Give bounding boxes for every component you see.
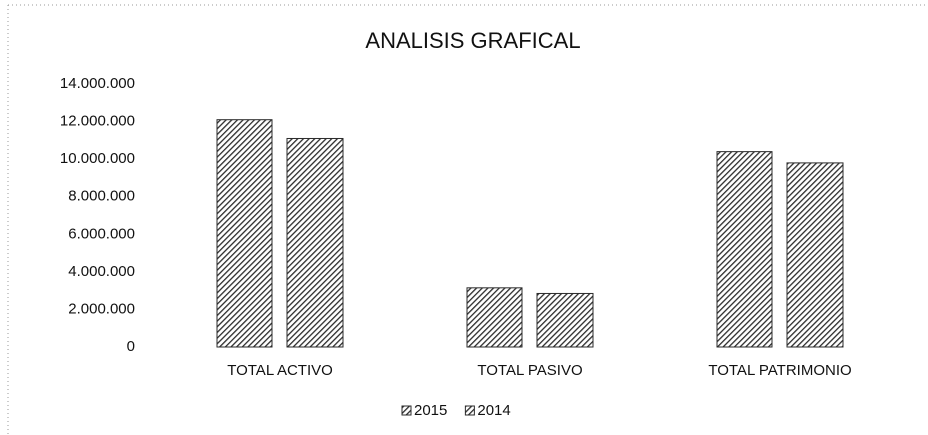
y-tick-label: 2.000.000 <box>68 300 135 317</box>
x-tick-label: TOTAL ACTIVO <box>227 362 333 379</box>
y-tick-label: 12.000.000 <box>60 113 135 130</box>
bar <box>716 151 773 348</box>
y-tick-label: 8.000.000 <box>68 188 135 205</box>
x-tick-label: TOTAL PASIVO <box>477 362 582 379</box>
bar <box>466 287 523 348</box>
x-tick-label: TOTAL PATRIMONIO <box>708 362 851 379</box>
chart-title: ANALISIS GRAFICAL <box>365 28 580 53</box>
legend-label: 2015 <box>414 402 447 419</box>
legend-swatch <box>464 405 475 416</box>
bar <box>786 162 844 348</box>
legend-swatch <box>401 405 412 416</box>
y-tick-label: 0 <box>127 338 135 355</box>
y-tick-label: 6.000.000 <box>68 225 135 242</box>
y-tick-label: 14.000.000 <box>60 75 135 92</box>
bar <box>536 292 594 348</box>
y-tick-label: 10.000.000 <box>60 150 135 167</box>
bar <box>286 137 344 348</box>
bar <box>216 119 273 348</box>
legend-label: 2014 <box>477 402 510 419</box>
y-tick-label: 4.000.000 <box>68 263 135 280</box>
